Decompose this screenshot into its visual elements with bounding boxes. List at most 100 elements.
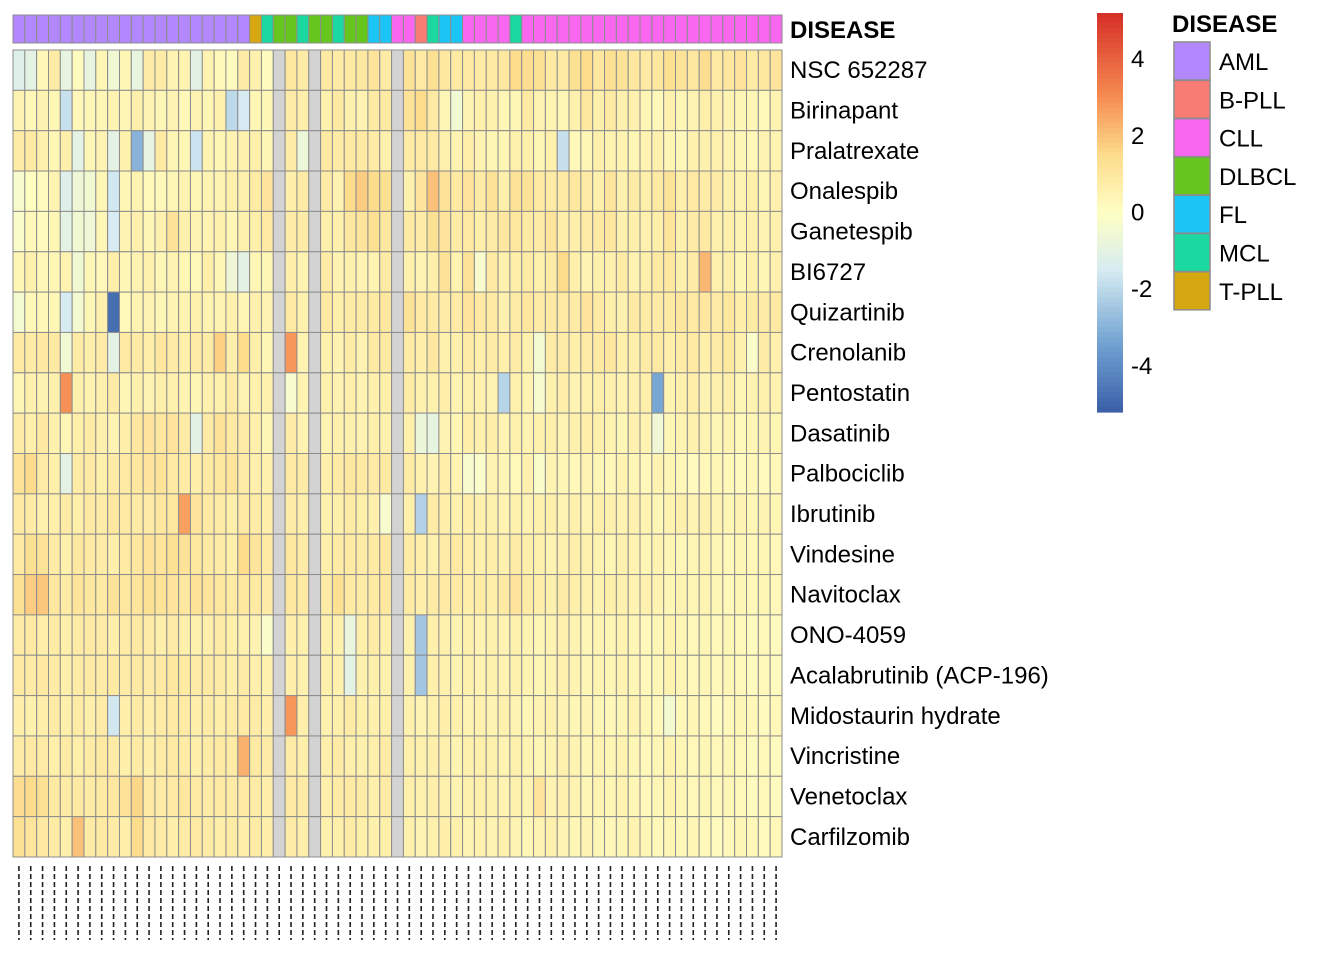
heatmap-cell <box>331 654 345 697</box>
heatmap-cell <box>746 291 759 333</box>
heatmap-cell <box>497 49 511 91</box>
colorbar-segment <box>1097 242 1123 249</box>
row-label: Vincristine <box>790 743 900 770</box>
heatmap-cell <box>769 372 783 414</box>
heatmap-cell <box>604 695 617 737</box>
heatmap-cell <box>651 493 665 535</box>
heatmap-cell <box>154 412 168 454</box>
heatmap-cell <box>284 493 298 535</box>
row-label: ONO-4059 <box>790 622 906 649</box>
heatmap-cell <box>473 816 487 858</box>
heatmap-cell <box>509 654 523 697</box>
heatmap-cell <box>107 130 120 172</box>
heatmap-cell <box>521 331 535 374</box>
heatmap-cell <box>284 331 298 374</box>
heatmap-cell <box>379 372 393 414</box>
heatmap-cell <box>12 816 26 858</box>
heatmap-cell <box>107 775 120 818</box>
heatmap-cell <box>698 49 712 91</box>
heatmap-cell <box>284 453 298 495</box>
heatmap-cell <box>746 654 759 697</box>
heatmap-cell <box>296 372 310 414</box>
heatmap-cell <box>36 654 49 697</box>
heatmap-cell <box>462 210 475 253</box>
annotation-cell <box>367 14 381 44</box>
heatmap-cell <box>414 412 428 454</box>
heatmap-cell <box>485 574 499 616</box>
heatmap-cell <box>24 210 38 253</box>
heatmap-cell <box>343 654 357 697</box>
heatmap-cell <box>367 775 381 818</box>
legend-swatch <box>1173 79 1211 120</box>
heatmap-cell <box>367 412 381 454</box>
heatmap-cell <box>556 453 570 495</box>
heatmap-cell <box>260 816 274 858</box>
heatmap-cell <box>24 654 38 697</box>
heatmap-cell <box>698 372 712 414</box>
heatmap-cell <box>544 695 558 737</box>
heatmap-cell <box>331 291 345 333</box>
colorbar-segment <box>1097 357 1123 363</box>
heatmap-cell <box>189 251 203 293</box>
heatmap-cell <box>189 331 203 374</box>
heatmap-cell <box>225 493 239 535</box>
heatmap-cell <box>189 493 203 535</box>
heatmap-cell <box>107 453 120 495</box>
heatmap-cell <box>379 170 393 212</box>
heatmap-cell <box>272 614 286 656</box>
heatmap-cell <box>343 210 357 253</box>
heatmap-cell <box>225 775 239 818</box>
colorbar-segment <box>1097 142 1123 149</box>
heatmap-cell <box>438 614 452 656</box>
heatmap-cell <box>284 130 298 172</box>
heatmap-cell <box>83 170 97 212</box>
heatmap-cell <box>320 533 333 576</box>
heatmap-cell <box>12 331 26 374</box>
heatmap-cell <box>284 775 298 818</box>
heatmap-cell <box>556 210 570 253</box>
heatmap-cell <box>686 89 700 132</box>
heatmap-cell <box>225 372 239 414</box>
heatmap-cell <box>355 291 369 333</box>
heatmap-cell <box>296 89 310 132</box>
heatmap-cell <box>698 170 712 212</box>
heatmap-cell <box>213 816 227 858</box>
heatmap-cell <box>698 735 712 777</box>
heatmap-cell <box>675 493 688 535</box>
heatmap-cell <box>663 49 677 91</box>
heatmap-cell <box>769 735 783 777</box>
heatmap-cell <box>544 654 558 697</box>
heatmap-cell <box>450 49 464 91</box>
heatmap-cell <box>722 412 736 454</box>
colorbar-segment <box>1097 287 1123 293</box>
heatmap-cell <box>639 89 653 132</box>
heatmap-cell <box>59 816 73 858</box>
heatmap-cell <box>272 372 286 414</box>
heatmap-cell <box>521 695 535 737</box>
heatmap-cell <box>284 735 298 777</box>
heatmap-cell <box>83 614 97 656</box>
heatmap-cell <box>59 251 73 293</box>
heatmap-cell <box>757 695 771 737</box>
heatmap-cell <box>71 291 85 333</box>
heatmap-cell <box>130 412 144 454</box>
heatmap-cell <box>166 533 180 576</box>
heatmap-cell <box>746 251 759 293</box>
heatmap-cell <box>47 453 61 495</box>
heatmap-cell <box>166 574 180 616</box>
heatmap-cell <box>438 49 452 91</box>
heatmap-cell <box>213 331 227 374</box>
heatmap-cell <box>769 412 783 454</box>
heatmap-cell <box>249 654 262 697</box>
colorbar-segment <box>1097 17 1123 24</box>
heatmap-cell <box>260 170 274 212</box>
heatmap-cell <box>166 49 180 91</box>
heatmap-cell <box>130 170 144 212</box>
heatmap-cell <box>604 210 617 253</box>
heatmap-cell <box>698 130 712 172</box>
heatmap-cell <box>71 735 85 777</box>
heatmap-cell <box>556 331 570 374</box>
heatmap-cell <box>391 372 404 414</box>
heatmap-cell <box>497 170 511 212</box>
heatmap-cell <box>675 291 688 333</box>
